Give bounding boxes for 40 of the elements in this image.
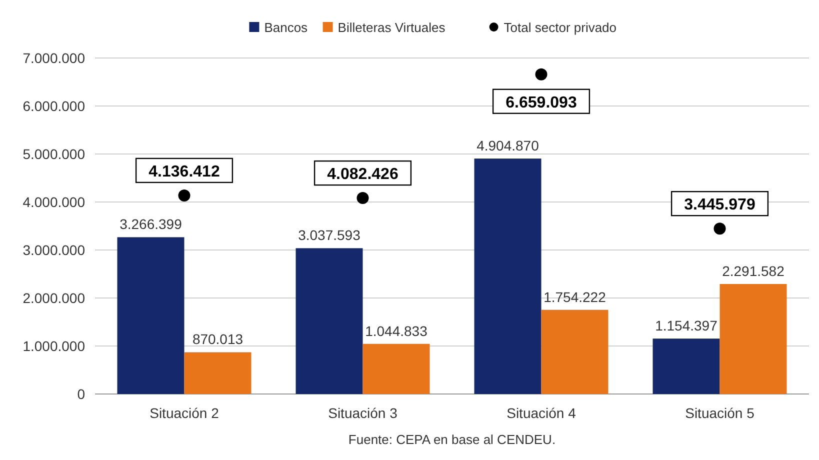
x-tick-label: Situación 5 <box>685 405 755 421</box>
x-tick-label: Situación 3 <box>328 405 398 421</box>
y-tick-label: 1.000.000 <box>22 338 86 354</box>
data-label: 6.659.093 <box>506 94 577 112</box>
source-note: Fuente: CEPA en base al CENDEU. <box>348 432 556 447</box>
data-label: 1.044.833 <box>365 322 428 339</box>
data-label: 870.013 <box>192 331 244 348</box>
data-label: 3.266.399 <box>120 216 182 232</box>
data-label: 4.082.426 <box>327 166 398 184</box>
point <box>535 68 548 80</box>
bar <box>362 344 430 394</box>
data-label: 4.904.870 <box>476 138 540 154</box>
point <box>714 222 726 235</box>
bar <box>184 352 252 394</box>
y-tick-label: 3.000.000 <box>22 242 86 258</box>
legend-label: Billeteras Virtuales <box>338 20 446 35</box>
legend-label: Bancos <box>264 20 308 35</box>
y-tick-label: 2.000.000 <box>22 290 86 306</box>
y-tick-label: 7.000.000 <box>22 50 86 66</box>
point <box>178 189 190 202</box>
y-tick-label: 6.000.000 <box>22 98 86 114</box>
point <box>356 192 369 204</box>
data-label: 1.154.397 <box>655 318 718 334</box>
bar <box>652 338 720 394</box>
data-label: 4.136.412 <box>148 163 220 180</box>
y-tick-label: 0 <box>77 386 86 402</box>
bar <box>720 284 787 394</box>
data-label: 1.754.222 <box>544 288 606 305</box>
data-label: 3.037.593 <box>298 227 361 244</box>
data-label: 2.291.582 <box>722 263 785 280</box>
bar <box>296 248 363 394</box>
y-tick-label: 4.000.000 <box>22 194 86 210</box>
y-tick-label: 5.000.000 <box>22 146 86 162</box>
data-label: 3.445.979 <box>684 196 756 214</box>
x-tick-label: Situación 2 <box>150 405 220 421</box>
bar <box>474 158 542 394</box>
legend-label: Total sector privado <box>504 20 617 35</box>
bar <box>117 237 184 394</box>
bar <box>541 310 608 394</box>
x-tick-label: Situación 4 <box>506 405 576 421</box>
